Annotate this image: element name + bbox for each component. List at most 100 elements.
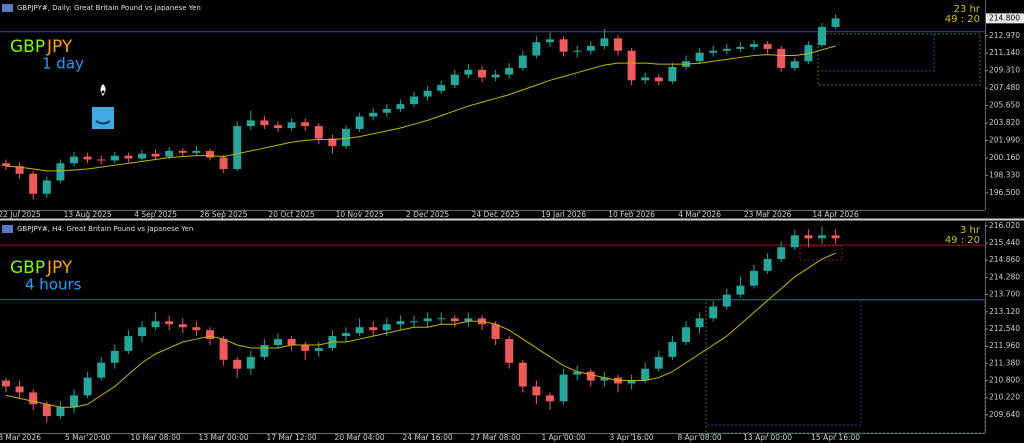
x-tick-label: 13 Mar 00:00 xyxy=(199,433,249,442)
y-tick-label: 212.970 xyxy=(989,31,1020,40)
candle-body xyxy=(178,324,187,328)
candle-body xyxy=(736,285,745,295)
pen-icon[interactable] xyxy=(92,84,114,129)
candle-body xyxy=(668,66,677,82)
candle-body xyxy=(423,318,432,322)
candle-body xyxy=(83,377,92,396)
candle-body xyxy=(532,42,541,56)
x-tick-label: 2 Dec 2025 xyxy=(406,210,449,219)
x-tick-label: 24 Mar 16:00 xyxy=(403,433,453,442)
candle-body xyxy=(110,155,119,161)
y-tick-label: 212.540 xyxy=(989,324,1020,333)
zone-box xyxy=(817,33,981,86)
candle-body xyxy=(532,386,541,396)
candle-body xyxy=(382,324,391,331)
candle-body xyxy=(165,150,174,157)
x-tick-label: 20 Oct 2025 xyxy=(268,210,315,219)
y-tick-label: 209.310 xyxy=(989,66,1020,75)
candle-body xyxy=(777,48,786,68)
x-tick-label: 14 Apr 2026 xyxy=(812,210,859,219)
symbol-base: GBP xyxy=(10,37,45,57)
y-tick-label: 200.160 xyxy=(989,153,1020,162)
candle-body xyxy=(124,336,133,351)
x-tick-label: 10 Mar 08:00 xyxy=(131,433,181,442)
candle-body xyxy=(818,235,826,239)
y-tick-label: 196.500 xyxy=(989,188,1020,197)
candle-body xyxy=(396,104,405,109)
candle-body xyxy=(301,122,310,127)
x-tick-label: 27 Mar 08:00 xyxy=(471,433,521,442)
y-tick-label: 214.280 xyxy=(989,272,1020,281)
last-price-label: 214.800 xyxy=(989,13,1020,22)
candle-body xyxy=(42,180,51,194)
candle-body xyxy=(56,407,65,417)
x-tick-label: 4 Mar 2026 xyxy=(678,210,721,219)
x-tick-label: 15 Apr 16:00 xyxy=(811,433,860,442)
candle-body xyxy=(287,122,296,128)
y-tick-label: 203.820 xyxy=(989,118,1020,127)
candle-body xyxy=(274,339,282,345)
x-tick-label: 3 Apr 16:00 xyxy=(610,433,654,442)
candle-body xyxy=(410,96,418,105)
candle-body xyxy=(15,386,24,393)
candle-body xyxy=(505,67,514,75)
y-tick-label: 205.650 xyxy=(989,101,1020,110)
candle-body xyxy=(573,371,582,375)
y-tick-label: 216.020 xyxy=(989,221,1020,230)
candle-body xyxy=(464,318,473,322)
candle-body xyxy=(301,344,310,351)
candle-body xyxy=(219,339,228,360)
y-tick-label: 213.120 xyxy=(989,307,1020,316)
candle-body xyxy=(450,318,459,322)
candle-body xyxy=(42,404,51,417)
candle-body xyxy=(559,39,568,52)
y-tick-label: 201.990 xyxy=(989,135,1020,144)
candle-body xyxy=(56,163,65,181)
candle-body xyxy=(695,318,704,328)
y-tick-label: 210.800 xyxy=(989,376,1020,385)
candle-body xyxy=(314,347,323,351)
candle-body xyxy=(382,108,391,113)
x-tick-label: 17 Mar 12:00 xyxy=(267,433,317,442)
candle-body xyxy=(627,380,636,384)
y-tick-label: 215.440 xyxy=(989,238,1020,247)
candle-body xyxy=(437,85,446,91)
candle-body xyxy=(274,125,282,128)
candle-body xyxy=(342,333,350,337)
moving-average xyxy=(5,45,836,172)
x-tick-label: 10 Nov 2025 xyxy=(336,210,384,219)
candle-body xyxy=(2,163,10,167)
candle-body xyxy=(600,38,609,46)
candle-body xyxy=(192,327,201,331)
candle-body xyxy=(151,153,160,157)
candle-body xyxy=(206,330,214,340)
candle-body xyxy=(192,150,201,153)
candle-body xyxy=(831,18,840,27)
candle-body xyxy=(641,368,650,381)
candle-body xyxy=(2,380,10,387)
candle-body xyxy=(573,50,582,52)
candle-body xyxy=(233,126,242,169)
symbol-quote: JPY xyxy=(46,258,73,278)
y-tick-label: 209.640 xyxy=(989,410,1020,419)
candle-body xyxy=(518,55,527,68)
candle-body xyxy=(491,74,500,78)
candle-body xyxy=(355,327,364,334)
candle-body xyxy=(369,327,378,331)
candle-body xyxy=(682,327,690,343)
candle-body xyxy=(546,395,554,402)
bar-timer: 3 hr xyxy=(960,225,981,236)
x-tick-label: 23 Mar 2026 xyxy=(744,210,792,219)
candle-body xyxy=(654,77,663,82)
candle-body xyxy=(518,362,527,387)
candle-body xyxy=(478,69,486,78)
candle-body xyxy=(750,270,758,286)
candle-body xyxy=(15,166,24,174)
y-tick-label: 207.480 xyxy=(989,83,1020,92)
timeframe: 4 hours xyxy=(25,276,82,294)
candle-body xyxy=(328,138,337,147)
candle-body xyxy=(750,44,758,47)
last-price-tag xyxy=(986,13,1024,24)
candle-body xyxy=(410,321,418,323)
